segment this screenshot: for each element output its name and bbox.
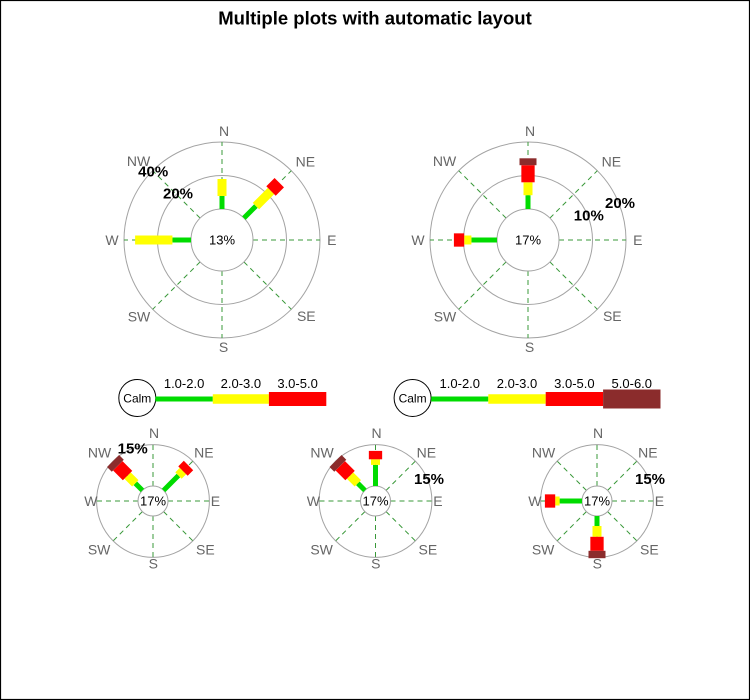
svg-text:SE: SE: [196, 542, 215, 558]
svg-text:17%: 17%: [584, 494, 610, 509]
svg-text:NE: NE: [194, 444, 213, 460]
svg-text:15%: 15%: [118, 441, 148, 458]
svg-text:17%: 17%: [140, 494, 166, 509]
svg-text:20%: 20%: [605, 195, 635, 212]
svg-text:SW: SW: [532, 542, 555, 558]
svg-text:NE: NE: [638, 444, 657, 460]
svg-text:Calm: Calm: [399, 391, 427, 405]
svg-text:2.0-3.0: 2.0-3.0: [497, 376, 537, 391]
svg-text:N: N: [219, 123, 229, 139]
svg-text:N: N: [593, 425, 603, 441]
svg-text:NW: NW: [88, 444, 112, 460]
svg-text:NW: NW: [310, 444, 334, 460]
svg-text:NE: NE: [602, 153, 621, 169]
svg-text:40%: 40%: [138, 163, 168, 180]
svg-text:W: W: [105, 232, 119, 248]
svg-text:NE: NE: [296, 153, 315, 169]
svg-text:15%: 15%: [635, 471, 665, 488]
svg-text:Calm: Calm: [123, 391, 151, 405]
svg-text:E: E: [633, 232, 642, 248]
svg-text:17%: 17%: [362, 494, 388, 509]
svg-text:S: S: [525, 339, 534, 355]
svg-text:15%: 15%: [414, 471, 444, 488]
svg-text:2.0-3.0: 2.0-3.0: [221, 376, 261, 391]
svg-text:S: S: [371, 556, 380, 572]
svg-text:SE: SE: [640, 542, 659, 558]
svg-text:1.0-2.0: 1.0-2.0: [164, 376, 204, 391]
svg-text:3.0-5.0: 3.0-5.0: [277, 376, 317, 391]
svg-text:SE: SE: [419, 542, 438, 558]
svg-text:10%: 10%: [574, 208, 604, 225]
svg-text:SW: SW: [310, 542, 333, 558]
svg-text:W: W: [84, 493, 98, 509]
svg-text:13%: 13%: [209, 233, 235, 248]
svg-text:NE: NE: [417, 444, 436, 460]
svg-text:W: W: [528, 493, 542, 509]
svg-text:SW: SW: [128, 309, 151, 325]
svg-text:NW: NW: [127, 153, 151, 169]
svg-text:3.0-5.0: 3.0-5.0: [554, 376, 594, 391]
svg-text:S: S: [219, 339, 228, 355]
svg-text:S: S: [593, 556, 602, 572]
svg-text:E: E: [433, 493, 442, 509]
svg-text:E: E: [655, 493, 664, 509]
svg-text:SE: SE: [603, 308, 622, 324]
svg-text:W: W: [411, 232, 425, 248]
svg-text:Multiple plots with automatic: Multiple plots with automatic layout: [218, 8, 531, 29]
svg-text:E: E: [327, 232, 336, 248]
svg-text:W: W: [307, 493, 321, 509]
svg-text:SW: SW: [434, 309, 457, 325]
svg-text:17%: 17%: [515, 233, 541, 248]
svg-text:5.0-6.0: 5.0-6.0: [612, 376, 652, 391]
svg-text:S: S: [149, 556, 158, 572]
svg-text:SE: SE: [297, 308, 316, 324]
svg-text:N: N: [371, 425, 381, 441]
svg-text:NW: NW: [433, 153, 457, 169]
svg-text:E: E: [211, 493, 220, 509]
svg-text:SW: SW: [88, 542, 111, 558]
svg-text:N: N: [149, 425, 159, 441]
svg-text:1.0-2.0: 1.0-2.0: [440, 376, 480, 391]
svg-text:NW: NW: [532, 444, 556, 460]
svg-text:20%: 20%: [163, 185, 193, 202]
svg-text:N: N: [525, 123, 535, 139]
